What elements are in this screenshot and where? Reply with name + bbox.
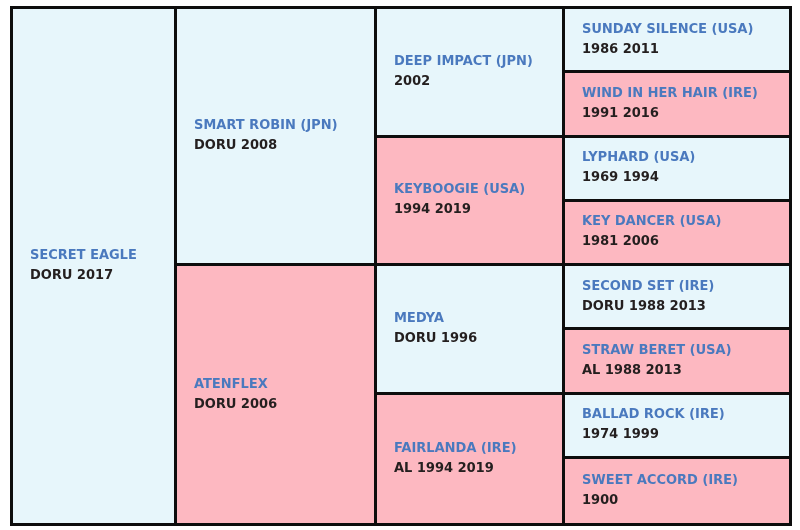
horse-info: 1991 2016 [582,105,659,121]
horse-name-link[interactable]: KEYBOOGIE (USA) [394,182,526,198]
horse-name-link[interactable]: FAIRLANDA (IRE) [394,440,517,456]
pedigree-cell-fairlanda: FAIRLANDA (IRE) AL 1994 2019 [377,394,565,523]
horse-info: DORU 1988 2013 [582,298,706,314]
pedigree-cell-atenflex: ATENFLEX DORU 2006 [177,266,377,523]
horse-info: DORU 2017 [30,268,114,283]
horse-info: DORU 2006 [194,396,278,412]
horse-info: 1986 2011 [582,41,659,57]
horse-name-link[interactable]: SMART ROBIN (JPN) [194,118,338,133]
horse-info: 1981 2006 [582,234,659,250]
horse-info: 1969 1994 [582,170,659,186]
horse-name-link[interactable]: BALLAD ROCK (IRE) [582,407,725,423]
pedigree-cell-key-dancer: KEY DANCER (USA) 1981 2006 [565,201,789,266]
pedigree-cell-sunday-silence: SUNDAY SILENCE (USA) 1986 2011 [565,9,789,74]
horse-info: 1900 [582,492,619,508]
horse-info: DORU 2008 [194,138,278,153]
horse-name-link[interactable]: MEDYA [394,310,444,326]
horse-name-link[interactable]: SUNDAY SILENCE (USA) [582,21,754,37]
horse-name-link[interactable]: SWEET ACCORD (IRE) [582,472,738,488]
pedigree-cell-secret-eagle: SECRET EAGLE DORU 2017 [13,9,177,523]
horse-name-link[interactable]: WIND IN HER HAIR (IRE) [582,85,758,101]
pedigree-cell-medya: MEDYA DORU 1996 [377,266,565,395]
horse-name-link[interactable]: ATENFLEX [194,376,268,392]
pedigree-cell-lyphard: LYPHARD (USA) 1969 1994 [565,137,789,202]
horse-name-link[interactable]: KEY DANCER (USA) [582,214,722,230]
pedigree-cell-sweet-accord: SWEET ACCORD (IRE) 1900 [565,458,789,523]
horse-info: AL 1994 2019 [394,460,494,476]
horse-info: 2002 [394,73,431,89]
horse-name-link[interactable]: DEEP IMPACT (JPN) [394,53,533,69]
horse-info: AL 1988 2013 [582,362,682,378]
pedigree-cell-second-set: SECOND SET (IRE) DORU 1988 2013 [565,266,789,331]
horse-name-link[interactable]: LYPHARD (USA) [582,150,696,166]
horse-info: 1994 2019 [394,202,471,218]
horse-info: 1974 1999 [582,427,659,443]
pedigree-cell-keyboogie: KEYBOOGIE (USA) 1994 2019 [377,137,565,266]
pedigree-cell-straw-beret: STRAW BERET (USA) AL 1988 2013 [565,330,789,395]
pedigree-table: SECRET EAGLE DORU 2017 SMART ROBIN (JPN)… [10,6,792,526]
horse-name-link[interactable]: SECOND SET (IRE) [582,278,715,294]
horse-info: DORU 1996 [394,330,478,346]
pedigree-cell-smart-robin: SMART ROBIN (JPN) DORU 2008 [177,9,377,266]
horse-name-link[interactable]: STRAW BERET (USA) [582,342,732,358]
horse-name-link[interactable]: SECRET EAGLE [30,248,137,263]
pedigree-cell-deep-impact: DEEP IMPACT (JPN) 2002 [377,9,565,138]
pedigree-cell-wind-in-her-hair: WIND IN HER HAIR (IRE) 1991 2016 [565,73,789,138]
pedigree-cell-ballad-rock: BALLAD ROCK (IRE) 1974 1999 [565,394,789,459]
